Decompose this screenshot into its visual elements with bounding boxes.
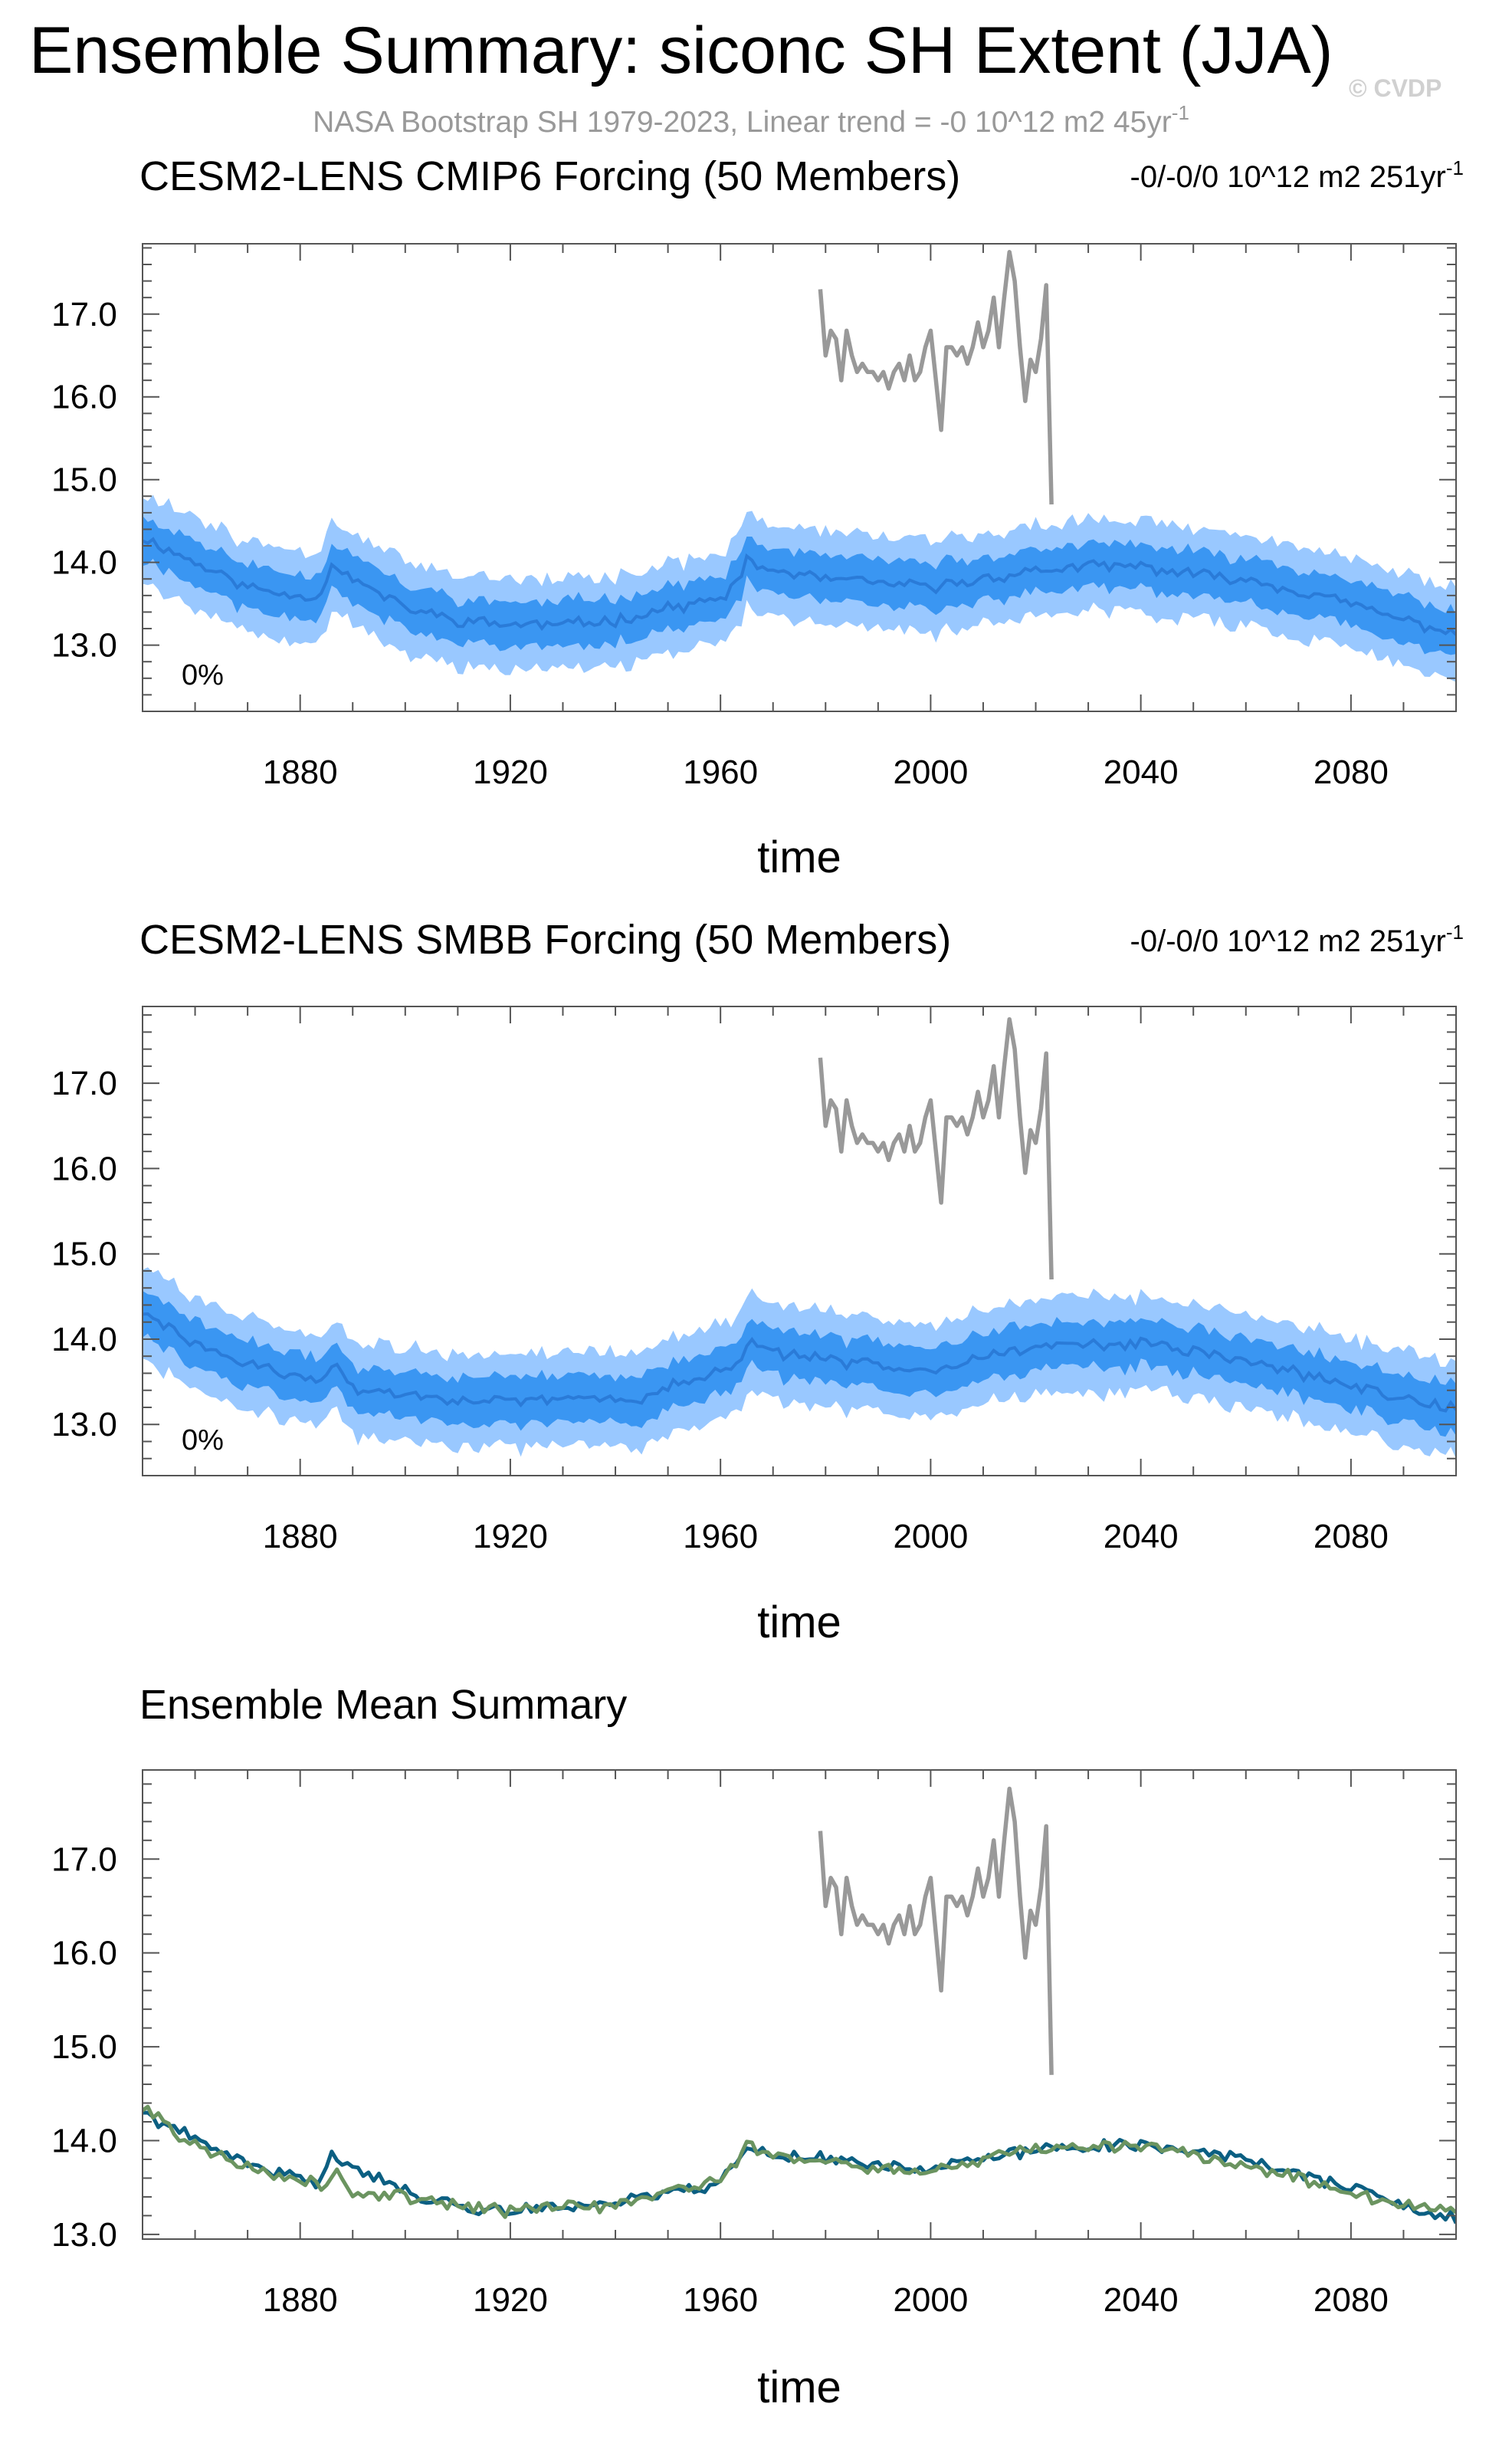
percent-annotation-cmip6: 0% bbox=[182, 659, 224, 691]
trend-text-cmip6: -0/-0/0 10^12 m2 251yr bbox=[1130, 160, 1446, 194]
panel-title-cmip6: CESM2-LENS CMIP6 Forcing (50 Members) bbox=[139, 153, 960, 199]
panel-smbb: CESM2-LENS SMBB Forcing (50 Members) -0/… bbox=[51, 917, 1464, 1647]
plot-area-cmip6: 1880 1920 1960 2000 2040 2080 13.0 14.0 15.0 16.0… bbox=[51, 243, 1457, 791]
x-tick-label-smbb: 1920 bbox=[473, 1518, 548, 1555]
x-tick-label-smbb: 1960 bbox=[683, 1518, 758, 1555]
observed-series-line-ensemble-mean bbox=[818, 1786, 1054, 2075]
x-tick-label-cmip6: 1960 bbox=[683, 754, 758, 791]
x-tick-label-ensemble-mean: 1880 bbox=[263, 2281, 338, 2319]
y-tick-label-ensemble-mean: 16.0 bbox=[51, 1935, 117, 1972]
plot-frame-smbb bbox=[142, 1006, 1457, 1476]
x-tick-label-ensemble-mean: 1960 bbox=[683, 2281, 758, 2319]
x-tick-label-ensemble-mean: 2040 bbox=[1104, 2281, 1179, 2319]
x-tick-label-smbb: 2040 bbox=[1104, 1518, 1179, 1555]
subtitle-text: NASA Bootstrap SH 1979-2023, Linear tren… bbox=[313, 106, 1172, 139]
x-tick-label-ensemble-mean: 1920 bbox=[473, 2281, 548, 2319]
panel-title-smbb: CESM2-LENS SMBB Forcing (50 Members) bbox=[139, 917, 951, 963]
plot-frame-ensemble-mean bbox=[142, 1769, 1457, 2240]
y-tick-label-smbb: 14.0 bbox=[51, 1321, 117, 1358]
y-tick-label-cmip6: 14.0 bbox=[51, 544, 117, 582]
xlabel-smbb: time bbox=[757, 1597, 841, 1647]
y-tick-label-ensemble-mean: 13.0 bbox=[51, 2216, 117, 2254]
plot-area-ensemble-mean: 1880 1920 1960 2000 2040 2080 13.0 14.0 15.0 16.0… bbox=[51, 1769, 1457, 2319]
xlabel-cmip6: time bbox=[757, 832, 841, 882]
trend-text-smbb: -0/-0/0 10^12 m2 251yr bbox=[1130, 924, 1446, 958]
y-tick-label-cmip6: 13.0 bbox=[51, 627, 117, 665]
y-tick-label-cmip6: 17.0 bbox=[51, 296, 117, 333]
ensemble-mean-line-cmip6 bbox=[143, 537, 1456, 636]
panel-title-ensemble-mean: Ensemble Mean Summary bbox=[139, 1682, 627, 1728]
y-tick-label-ensemble-mean: 17.0 bbox=[51, 1840, 117, 1878]
observed-series-line-cmip6 bbox=[818, 250, 1054, 505]
observed-series-line-smbb bbox=[818, 1016, 1054, 1280]
percent-annotation-smbb: 0% bbox=[182, 1424, 224, 1456]
panel-cmip6: CESM2-LENS CMIP6 Forcing (50 Members) -0… bbox=[51, 153, 1464, 882]
xlabel-ensemble-mean: time bbox=[757, 2363, 841, 2412]
trend-superscript-cmip6: -1 bbox=[1446, 156, 1464, 179]
subtitle-superscript: -1 bbox=[1172, 101, 1189, 124]
watermark-text: © CVDP bbox=[1349, 74, 1441, 102]
x-tick-label-ensemble-mean: 2000 bbox=[893, 2281, 968, 2319]
figure-subtitle: NASA Bootstrap SH 1979-2023, Linear tren… bbox=[313, 101, 1189, 139]
y-tick-label-smbb: 13.0 bbox=[51, 1406, 117, 1443]
figure-title: Ensemble Summary: siconc SH Extent (JJA) bbox=[29, 14, 1333, 87]
plot-area-smbb: 1880 1920 1960 2000 2040 2080 13.0 14.0 15.0 16.0… bbox=[51, 1006, 1457, 1555]
x-tick-label-cmip6: 2080 bbox=[1314, 754, 1389, 791]
smbb-mean-line bbox=[143, 2104, 1456, 2219]
y-tick-label-smbb: 17.0 bbox=[51, 1065, 117, 1102]
ensemble-mean-line-smbb bbox=[143, 1312, 1456, 1413]
x-tick-label-ensemble-mean: 2080 bbox=[1314, 2281, 1389, 2319]
y-tick-label-smbb: 16.0 bbox=[51, 1150, 117, 1187]
ensemble-inner-spread-smbb bbox=[143, 1291, 1456, 1437]
trend-label-cmip6: -0/-0/0 10^12 m2 251yr-1 bbox=[1130, 156, 1464, 194]
panel-ensemble-mean: Ensemble Mean Summary 1880 1920 1960 2000 20… bbox=[51, 1682, 1457, 2412]
y-tick-label-smbb: 15.0 bbox=[51, 1236, 117, 1273]
y-tick-label-ensemble-mean: 14.0 bbox=[51, 2122, 117, 2159]
y-tick-label-cmip6: 16.0 bbox=[51, 379, 117, 416]
y-tick-label-ensemble-mean: 15.0 bbox=[51, 2028, 117, 2066]
x-tick-label-cmip6: 2040 bbox=[1104, 754, 1179, 791]
x-tick-label-cmip6: 1880 bbox=[263, 754, 338, 791]
x-tick-label-cmip6: 2000 bbox=[893, 754, 968, 791]
y-tick-label-cmip6: 15.0 bbox=[51, 461, 117, 499]
x-tick-label-smbb: 1880 bbox=[263, 1518, 338, 1555]
x-tick-label-smbb: 2080 bbox=[1314, 1518, 1389, 1555]
trend-superscript-smbb: -1 bbox=[1446, 921, 1464, 944]
trend-label-smbb: -0/-0/0 10^12 m2 251yr-1 bbox=[1130, 921, 1464, 958]
x-tick-label-cmip6: 1920 bbox=[473, 754, 548, 791]
plot-frame-cmip6 bbox=[142, 243, 1457, 712]
x-tick-label-smbb: 2000 bbox=[893, 1518, 968, 1555]
